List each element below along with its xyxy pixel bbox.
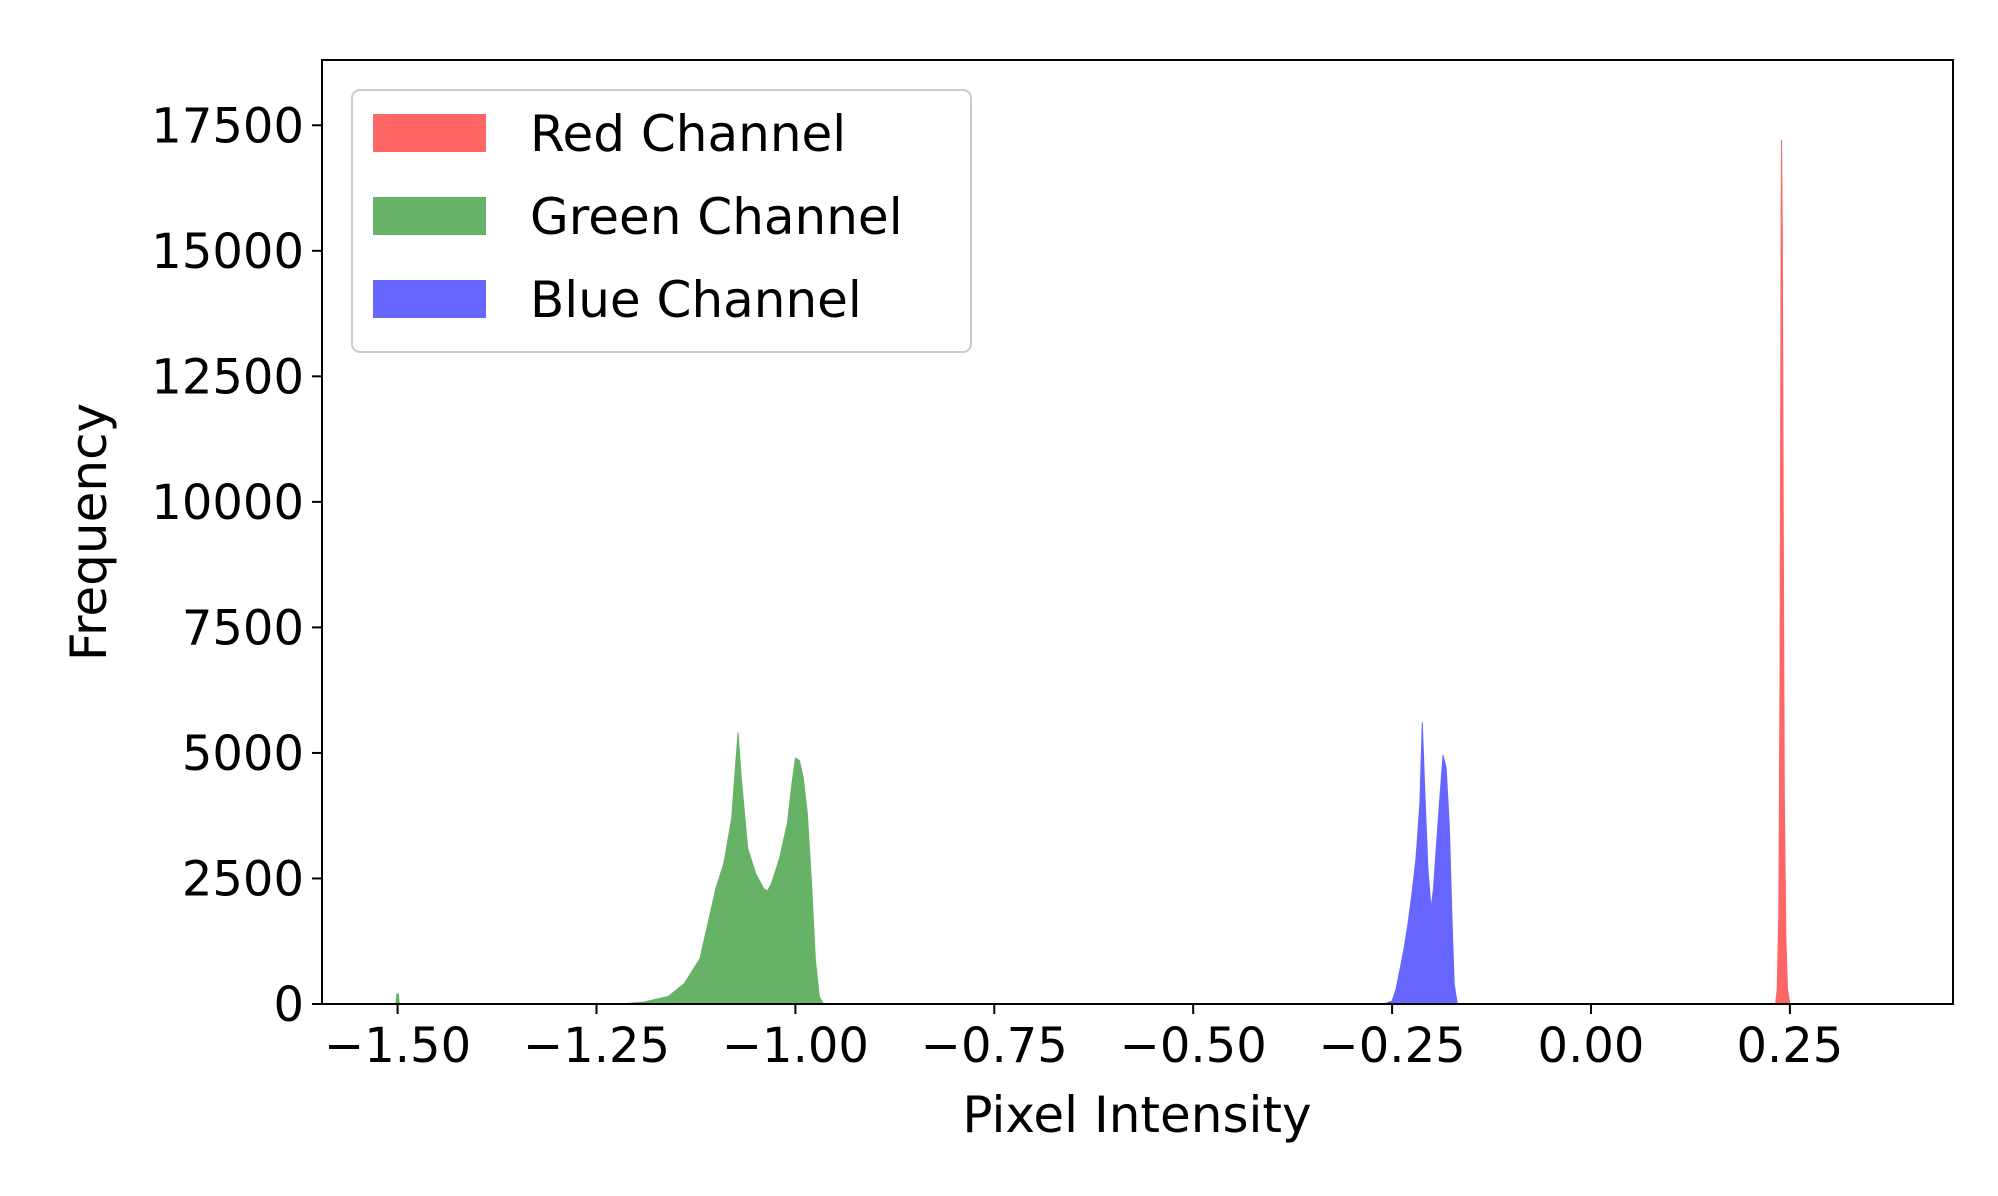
plot-frame xyxy=(321,59,1954,1005)
x-tick-label: −0.50 xyxy=(1120,1018,1267,1074)
x-axis: −1.50 −1.25 −1.00 −0.75 −0.50 −0.25 0.00 0.25 xyxy=(324,1004,1843,1074)
y-tick-label: 17500 xyxy=(151,98,304,154)
x-tick-label: −1.25 xyxy=(523,1018,670,1074)
y-tick-label: 7500 xyxy=(182,600,304,656)
series-green-channel xyxy=(619,732,824,1005)
x-tick-label: −1.00 xyxy=(722,1018,869,1074)
y-axis-label: Frequency xyxy=(60,403,118,661)
legend: Red Channel Green Channel Blue Channel xyxy=(351,89,972,353)
y-tick-label: 10000 xyxy=(151,475,304,531)
x-tick-label: −1.50 xyxy=(324,1018,471,1074)
x-tick-label: −0.25 xyxy=(1319,1018,1466,1074)
legend-label: Red Channel xyxy=(530,105,846,163)
x-tick-label: 0.00 xyxy=(1538,1018,1645,1074)
legend-swatch xyxy=(373,114,486,152)
legend-swatch xyxy=(373,197,486,235)
series-blue-channel xyxy=(1383,722,1458,1005)
legend-swatch xyxy=(373,280,486,318)
y-tick-label: 5000 xyxy=(182,726,304,782)
y-tick-label: 0 xyxy=(273,977,304,1033)
x-tick-label: 0.25 xyxy=(1736,1018,1843,1074)
y-tick-label: 2500 xyxy=(182,851,304,907)
series-outlier-3 xyxy=(395,993,400,1005)
legend-label: Green Channel xyxy=(530,188,903,246)
series-red-channel xyxy=(1775,139,1791,1005)
y-tick-label: 12500 xyxy=(151,349,304,405)
histogram-series-layer xyxy=(395,139,1791,1005)
legend-frame xyxy=(351,89,972,353)
legend-label: Blue Channel xyxy=(530,271,862,329)
y-axis: 0 2500 5000 7500 10000 12500 15000 17500 xyxy=(151,98,322,1033)
x-tick-label: −0.75 xyxy=(921,1018,1068,1074)
x-axis-label: Pixel Intensity xyxy=(962,1086,1311,1144)
y-tick-label: 15000 xyxy=(151,224,304,280)
